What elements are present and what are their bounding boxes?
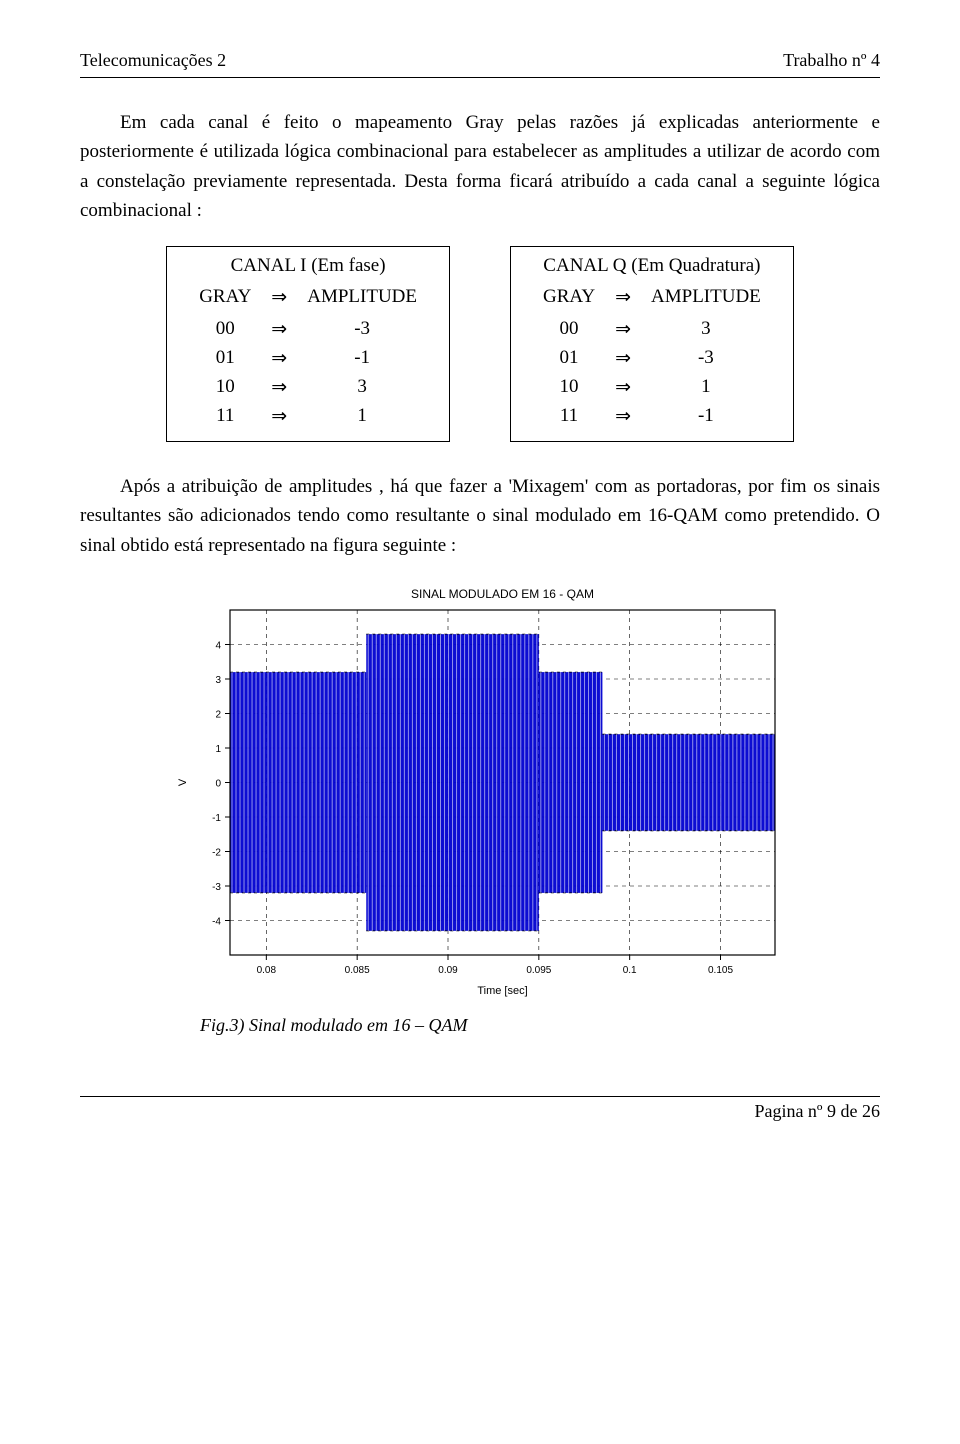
table-i-col2: AMPLITUDE [297,283,427,315]
arrow-icon: ⇒ [261,315,297,344]
table-i-header-row: GRAY ⇒ AMPLITUDE [189,283,427,315]
svg-text:-4: -4 [212,917,221,928]
arrow-icon: ⇒ [605,402,641,431]
table-i-title: CANAL I (Em fase) [189,255,427,277]
svg-text:2: 2 [215,710,221,721]
cell-amp: -1 [297,344,427,373]
svg-text:-1: -1 [212,813,221,824]
table-row: 01 ⇒ -1 [189,344,427,373]
header-right: Trabalho nº 4 [783,50,880,71]
cell-gray: 11 [533,402,605,431]
signal-chart: SINAL MODULADO EM 16 - QAM -4 -3 -2 -1 0 1 2 3 4 0… [170,580,790,1005]
svg-text:0.1: 0.1 [623,965,637,976]
header-rule [80,77,880,78]
table-row: 01 ⇒ -3 [533,344,771,373]
signal-chart-svg: SINAL MODULADO EM 16 - QAM -4 -3 -2 -1 0 1 2 3 4 0… [170,580,790,1000]
page-footer: Pagina nº 9 de 26 [80,1101,880,1122]
svg-text:-3: -3 [212,882,221,893]
cell-amp: 1 [297,402,427,431]
cell-gray: 01 [533,344,605,373]
arrow-icon: ⇒ [261,402,297,431]
arrow-icon: ⇒ [261,283,297,315]
svg-text:Time [sec]: Time [sec] [477,985,527,997]
svg-text:-2: -2 [212,848,221,859]
table-canal-i: CANAL I (Em fase) GRAY ⇒ AMPLITUDE 00 ⇒ … [166,246,450,442]
svg-text:4: 4 [215,641,221,652]
svg-text:0.105: 0.105 [708,965,733,976]
cell-amp: -3 [641,344,771,373]
arrow-icon: ⇒ [261,373,297,402]
cell-gray: 10 [533,373,605,402]
svg-text:0: 0 [215,779,221,790]
svg-text:SINAL MODULADO EM 16 - QAM: SINAL MODULADO EM 16 - QAM [411,587,594,601]
figure-caption: Fig.3) Sinal modulado em 16 – QAM [200,1015,880,1036]
page-header: Telecomunicações 2 Trabalho nº 4 [80,50,880,71]
svg-text:V: V [177,778,189,786]
arrow-icon: ⇒ [261,344,297,373]
mapping-tables: CANAL I (Em fase) GRAY ⇒ AMPLITUDE 00 ⇒ … [80,246,880,442]
cell-gray: 10 [189,373,261,402]
table-q-col1: GRAY [533,283,605,315]
cell-gray: 01 [189,344,261,373]
cell-gray: 11 [189,402,261,431]
svg-text:0.09: 0.09 [438,965,458,976]
arrow-icon: ⇒ [605,315,641,344]
svg-text:0.095: 0.095 [526,965,551,976]
table-row: 11 ⇒ 1 [189,402,427,431]
table-canal-q: CANAL Q (Em Quadratura) GRAY ⇒ AMPLITUDE… [510,246,794,442]
header-left: Telecomunicações 2 [80,50,226,71]
table-q-header-row: GRAY ⇒ AMPLITUDE [533,283,771,315]
table-q-title: CANAL Q (Em Quadratura) [533,255,771,277]
table-q-col2: AMPLITUDE [641,283,771,315]
paragraph-1: Em cada canal é feito o mapeamento Gray … [80,108,880,226]
svg-text:0.08: 0.08 [257,965,277,976]
cell-gray: 00 [189,315,261,344]
arrow-icon: ⇒ [605,344,641,373]
table-row: 00 ⇒ -3 [189,315,427,344]
table-i-col1: GRAY [189,283,261,315]
svg-text:1: 1 [215,744,221,755]
table-row: 00 ⇒ 3 [533,315,771,344]
cell-amp: 1 [641,373,771,402]
svg-text:0.085: 0.085 [345,965,370,976]
arrow-icon: ⇒ [605,283,641,315]
cell-amp: -1 [641,402,771,431]
table-row: 10 ⇒ 3 [189,373,427,402]
cell-amp: -3 [297,315,427,344]
table-row: 11 ⇒ -1 [533,402,771,431]
arrow-icon: ⇒ [605,373,641,402]
cell-gray: 00 [533,315,605,344]
paragraph-2: Após a atribuição de amplitudes , há que… [80,472,880,560]
cell-amp: 3 [297,373,427,402]
cell-amp: 3 [641,315,771,344]
table-row: 10 ⇒ 1 [533,373,771,402]
svg-text:3: 3 [215,675,221,686]
footer-rule [80,1096,880,1097]
